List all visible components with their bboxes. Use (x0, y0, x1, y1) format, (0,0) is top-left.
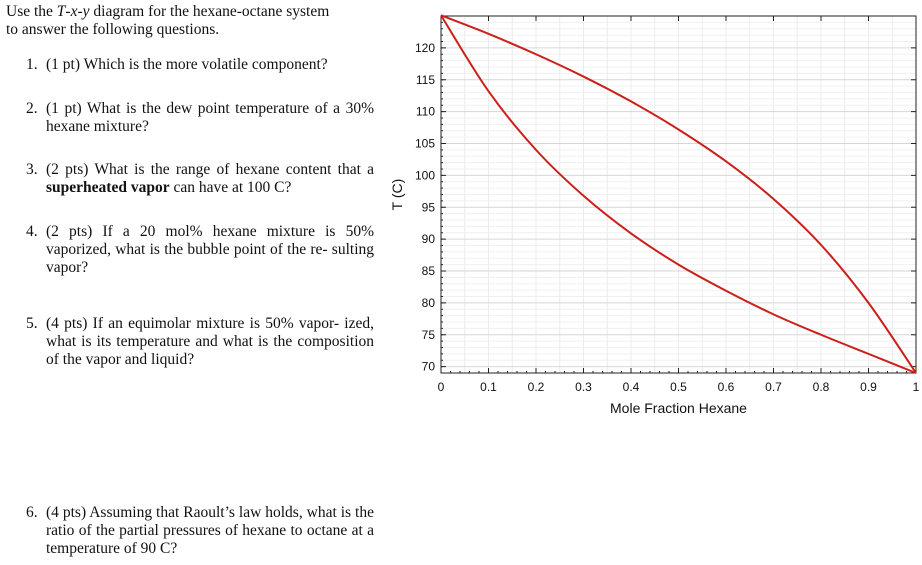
question-sheet: Use the T-x-y diagram for the hexane-oct… (6, 3, 378, 557)
intro-sep: - (77, 3, 83, 20)
intro-t-var: T (56, 3, 66, 20)
x-tick-label: 0.4 (623, 380, 640, 394)
y-tick-label: 70 (422, 360, 436, 374)
axis-ticks (440, 15, 917, 374)
question-3: 3. (2 pts) What is the range of hexane c… (26, 161, 374, 197)
question-text: (4 pts) If an equimolar mixture is 50% v… (46, 315, 374, 368)
x-tick-label: 0.5 (670, 380, 687, 394)
question-2: 2. (1 pt) What is the dew point temperat… (26, 100, 374, 136)
y-tick-label: 120 (415, 41, 435, 55)
intro-sep: - (65, 3, 71, 20)
intro-suffix: diagram for the hexane-octane system (89, 3, 330, 20)
txy-diagram: 0 0.1 0.2 0.3 0.4 0.5 0.6 0.7 0.8 0.9 1 70 75 80 85 90 9… (389, 14, 920, 416)
y-tick-label: 115 (416, 73, 435, 87)
question-6: 6. (4 pts) Assuming that Raoult’s law ho… (26, 504, 374, 558)
question-bold-term: superheated vapor (46, 179, 170, 196)
intro-line2: to answer the following questions. (6, 21, 220, 38)
intro-x-var: x (70, 3, 78, 20)
dew-point-curve (440, 14, 917, 374)
y-tick-label: 85 (422, 264, 436, 278)
x-tick-label: 1 (913, 380, 920, 394)
question-number: 2. (26, 100, 38, 117)
question-number: 4. (26, 223, 38, 240)
grid (440, 15, 917, 374)
question-number: 6. (26, 504, 38, 521)
x-tick-label: 0.3 (575, 380, 592, 394)
y-tick-label: 80 (422, 296, 436, 310)
y-axis-label: T (C) (389, 179, 405, 211)
question-text-part: can have at 100 C? (169, 179, 292, 196)
y-tick-label: 90 (422, 232, 436, 246)
x-tick-label: 0.8 (813, 380, 830, 394)
x-axis-label: Mole Fraction Hexane (610, 400, 747, 416)
question-5: 5. (4 pts) If an equimolar mixture is 50… (26, 315, 374, 369)
question-1: 1. (1 pt) Which is the more volatile com… (26, 56, 374, 74)
x-tick-label: 0 (438, 380, 445, 394)
bubble-point-curve (440, 14, 917, 374)
question-number: 1. (26, 56, 38, 73)
x-tick-label: 0.9 (860, 380, 877, 394)
intro-y-var: y (82, 3, 90, 20)
x-tick-label: 0.7 (765, 380, 782, 394)
curves (440, 14, 917, 374)
question-text: (2 pts) If a 20 mol% hexane mixture is 5… (46, 223, 374, 276)
x-tick-label: 0.2 (528, 380, 545, 394)
question-text-part: (2 pts) What is the range of hexane cont… (46, 161, 374, 178)
tick-labels: 0 0.1 0.2 0.3 0.4 0.5 0.6 0.7 0.8 0.9 1 70 75 80 85 90 9… (415, 41, 920, 394)
x-tick-label: 0.1 (480, 380, 497, 394)
y-tick-label: 100 (415, 168, 435, 182)
question-text: (1 pt) What is the dew point temperature… (46, 100, 374, 135)
question-number: 3. (26, 161, 38, 178)
question-number: 5. (26, 315, 38, 332)
y-tick-label: 95 (422, 200, 436, 214)
x-tick-label: 0.6 (718, 380, 735, 394)
question-4: 4. (2 pts) If a 20 mol% hexane mixture i… (26, 223, 374, 277)
y-tick-label: 110 (416, 105, 435, 119)
y-tick-label: 105 (415, 137, 435, 151)
question-text: (2 pts) What is the range of hexane cont… (46, 161, 374, 197)
y-tick-label: 75 (422, 328, 436, 342)
intro-prefix: Use the (6, 3, 57, 20)
intro-text: Use the T-x-y diagram for the hexane-oct… (6, 3, 378, 39)
question-text: (1 pt) Which is the more volatile compon… (46, 56, 328, 73)
question-text: (4 pts) Assuming that Raoult’s law holds… (46, 504, 374, 557)
